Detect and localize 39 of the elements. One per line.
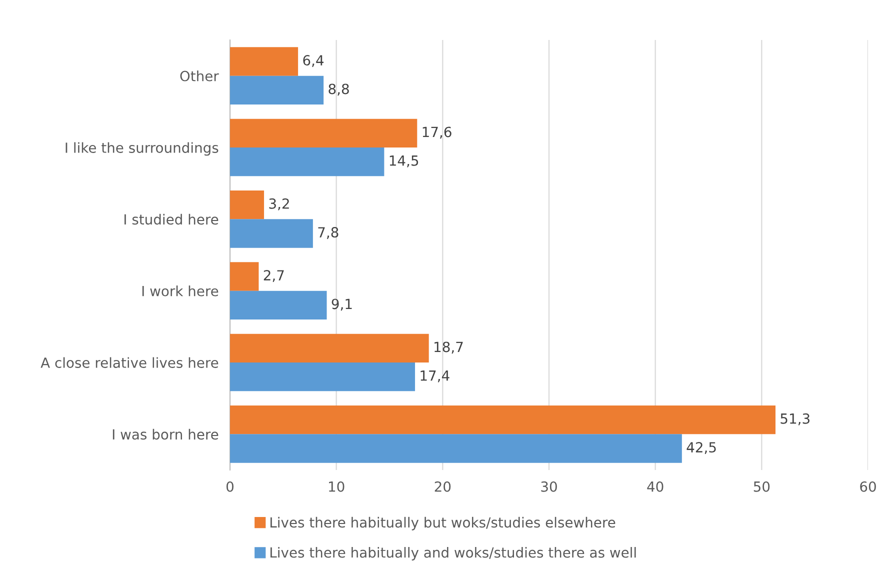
bar bbox=[230, 219, 313, 248]
data-label: 14,5 bbox=[390, 156, 418, 168]
bar bbox=[230, 406, 776, 434]
data-label: 51,3 bbox=[780, 413, 810, 426]
y-tick-label: I like the surroundings bbox=[66, 142, 218, 156]
data-label: 6,4 bbox=[303, 55, 324, 67]
legend-label: Lives there habitually but woks/studies elsewhere bbox=[270, 516, 616, 530]
data-label: 3,2 bbox=[269, 198, 289, 210]
data-label: 18,7 bbox=[434, 342, 463, 354]
bar bbox=[230, 76, 324, 104]
data-label: 8,8 bbox=[328, 84, 349, 96]
bar bbox=[230, 434, 682, 463]
bar bbox=[230, 262, 259, 291]
data-label: 17,6 bbox=[422, 126, 452, 139]
y-tick-label: A close relative lives here bbox=[40, 357, 218, 368]
legend-label: Lives there habitually and woks/studies there as well bbox=[270, 547, 636, 560]
bar bbox=[230, 334, 429, 362]
x-tick-label: 0 bbox=[226, 481, 234, 492]
x-tick-label: 10 bbox=[329, 481, 344, 492]
x-tick-label: 20 bbox=[434, 481, 451, 492]
bar bbox=[230, 47, 298, 76]
data-label: 17,4 bbox=[420, 370, 450, 382]
data-label: 42,5 bbox=[686, 442, 716, 454]
bar bbox=[230, 148, 384, 176]
y-tick-label: I was born here bbox=[112, 428, 218, 440]
y-tick-label: Other bbox=[180, 70, 219, 82]
bar bbox=[230, 118, 418, 148]
bar bbox=[230, 362, 416, 392]
data-label: 7,8 bbox=[318, 227, 338, 239]
data-label: 2,7 bbox=[264, 270, 284, 282]
x-tick-label: 50 bbox=[754, 481, 770, 492]
y-tick-label: I studied here bbox=[124, 214, 218, 225]
x-tick-label: 40 bbox=[647, 481, 664, 492]
bar bbox=[230, 290, 327, 320]
x-tick-label: 30 bbox=[541, 481, 557, 492]
y-tick-label: I work here bbox=[142, 286, 218, 296]
x-tick-label: 60 bbox=[860, 481, 876, 492]
data-label: 9,1 bbox=[332, 298, 352, 311]
bar bbox=[230, 190, 264, 220]
